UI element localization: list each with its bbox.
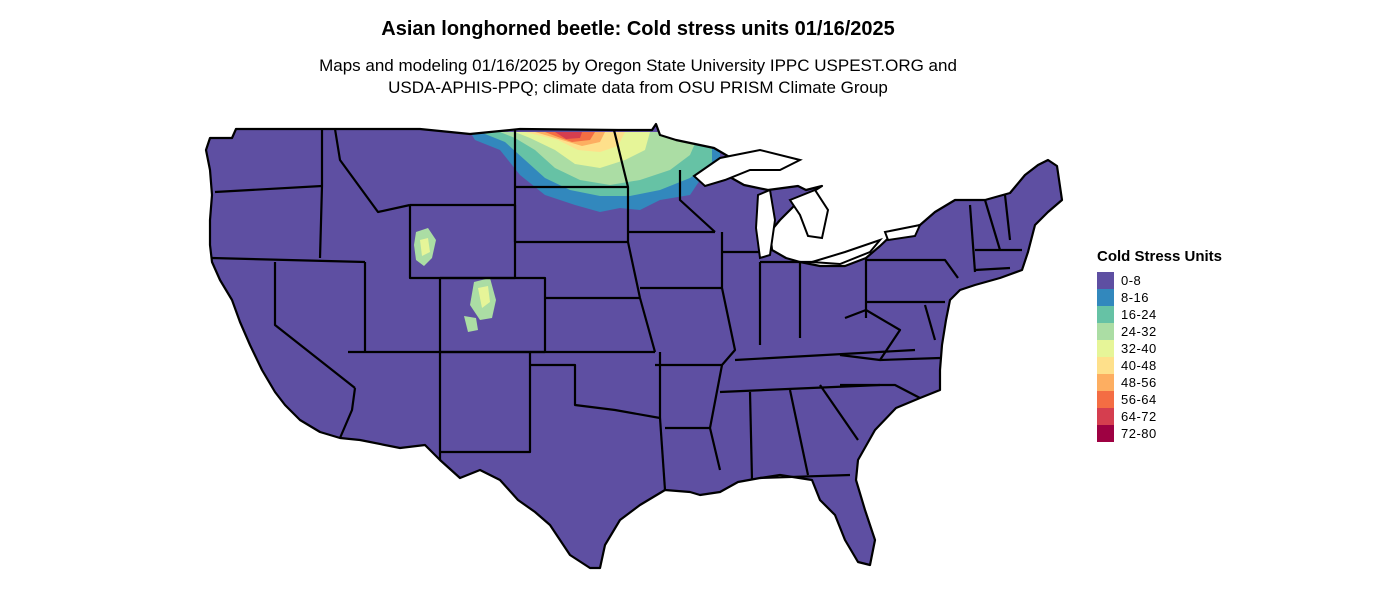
state-borders bbox=[204, 122, 1064, 570]
national-outline bbox=[204, 122, 1064, 570]
subtitle-line-1: Maps and modeling 01/16/2025 by Oregon S… bbox=[319, 56, 957, 75]
legend-item: 16-24 bbox=[1097, 306, 1227, 323]
legend-item: 24-32 bbox=[1097, 323, 1227, 340]
zone-64-72 bbox=[555, 132, 582, 139]
legend-item: 72-80 bbox=[1097, 425, 1227, 442]
border-ny-east bbox=[968, 204, 977, 273]
border-tx-la bbox=[658, 417, 667, 491]
legend-items: 0-8 8-16 16-24 24-32 32-40 40-48 48-56 56-64 64-… bbox=[1097, 272, 1227, 442]
legend-swatch bbox=[1097, 391, 1114, 408]
legend-item: 56-64 bbox=[1097, 391, 1227, 408]
legend-label: 8-16 bbox=[1121, 290, 1150, 305]
border-ca-nv bbox=[273, 262, 356, 389]
lake-superior bbox=[692, 148, 803, 188]
border-nd-mn bbox=[612, 129, 642, 299]
lake-erie bbox=[811, 237, 884, 266]
border-md-de bbox=[923, 304, 937, 341]
legend-swatch bbox=[1097, 323, 1114, 340]
legend-swatch bbox=[1097, 374, 1114, 391]
border-wa-or bbox=[214, 184, 323, 194]
border-ok-tx bbox=[530, 352, 662, 420]
legend-label: 40-48 bbox=[1121, 358, 1157, 373]
legend-swatch bbox=[1097, 425, 1114, 442]
map-title: Asian longhorned beetle: Cold stress uni… bbox=[381, 18, 895, 40]
legend-label: 16-24 bbox=[1121, 307, 1157, 322]
border-vt-nh bbox=[983, 199, 1002, 251]
legend-swatch bbox=[1097, 289, 1114, 306]
border-nm-tx bbox=[440, 350, 532, 454]
border-nc-sc bbox=[840, 383, 921, 399]
lake-huron bbox=[788, 188, 830, 240]
border-mississippi bbox=[708, 232, 737, 471]
legend: Cold Stress Units 0-8 8-16 16-24 24-32 32-40… bbox=[1097, 247, 1227, 442]
zone-patch-wyoming-core bbox=[420, 238, 430, 256]
legend-swatch bbox=[1097, 272, 1114, 289]
legend-label: 64-72 bbox=[1121, 409, 1157, 424]
legend-item: 32-40 bbox=[1097, 340, 1227, 357]
legend-swatch bbox=[1097, 306, 1114, 323]
legend-label: 32-40 bbox=[1121, 341, 1157, 356]
border-ny-pa bbox=[866, 258, 959, 279]
border-ms-al bbox=[748, 391, 754, 481]
legend-label: 24-32 bbox=[1121, 324, 1157, 339]
border-az-ca bbox=[338, 387, 357, 439]
cold-stress-zones bbox=[414, 132, 720, 332]
border-va-nc bbox=[879, 356, 941, 362]
border-al-ga bbox=[788, 389, 810, 476]
border-ks-mo bbox=[638, 297, 657, 353]
legend-item: 48-56 bbox=[1097, 374, 1227, 391]
legend-swatch bbox=[1097, 340, 1114, 357]
border-tn-south bbox=[719, 383, 881, 394]
legend-item: 8-16 bbox=[1097, 289, 1227, 306]
border-ga-fl bbox=[759, 473, 851, 480]
legend-swatch bbox=[1097, 408, 1114, 425]
border-or-south bbox=[211, 256, 366, 264]
border-ga-sc bbox=[819, 384, 859, 441]
border-id-mt bbox=[333, 128, 411, 214]
legend-label: 48-56 bbox=[1121, 375, 1157, 390]
legend-item: 0-8 bbox=[1097, 272, 1227, 289]
subtitle-line-2: USDA-APHIS-PPQ; climate data from OSU PR… bbox=[388, 78, 888, 97]
lake-michigan bbox=[754, 188, 777, 260]
zone-patch-colorado-south bbox=[464, 316, 478, 332]
legend-label: 0-8 bbox=[1121, 273, 1142, 288]
legend-item: 64-72 bbox=[1097, 408, 1227, 425]
lake-ontario bbox=[883, 223, 922, 242]
border-id-west bbox=[318, 129, 324, 259]
map-subtitle: Maps and modeling 01/16/2025 by Oregon S… bbox=[0, 55, 1276, 99]
legend-title: Cold Stress Units bbox=[1097, 248, 1223, 265]
legend-swatch bbox=[1097, 357, 1114, 374]
zone-patch-colorado-core bbox=[478, 286, 490, 308]
legend-label: 72-80 bbox=[1121, 426, 1157, 441]
border-me-nh bbox=[1003, 194, 1012, 241]
border-ct-ri bbox=[974, 266, 1011, 272]
legend-label: 56-64 bbox=[1121, 392, 1157, 407]
border-mn-wi bbox=[678, 170, 716, 233]
border-wv bbox=[839, 308, 902, 362]
legend-item: 40-48 bbox=[1097, 357, 1227, 374]
great-lakes bbox=[692, 148, 922, 266]
